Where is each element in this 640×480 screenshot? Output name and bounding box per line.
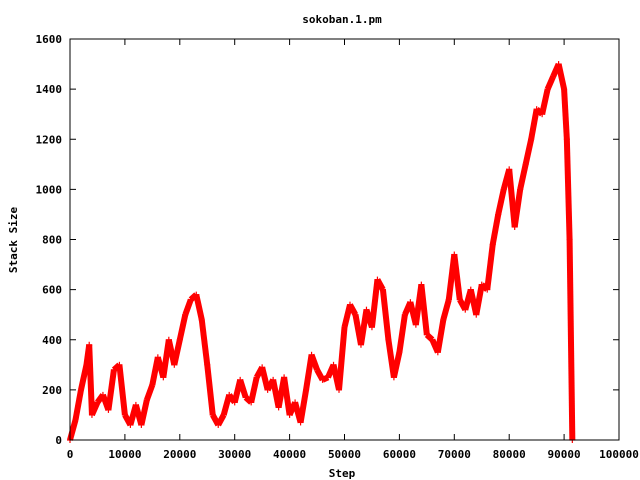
y-axis-label: Stack Size [7, 207, 20, 274]
y-tick-label: 0 [55, 434, 62, 447]
data-trace [440, 298, 452, 321]
data-trace [248, 376, 260, 404]
data-trace [176, 314, 189, 341]
data-trace [544, 75, 556, 91]
data-trace [198, 319, 211, 366]
x-tick-label: 20000 [163, 448, 196, 461]
y-tick-label: 1000 [36, 183, 63, 196]
data-trace [418, 284, 430, 336]
data-trace [511, 188, 524, 228]
data-trace [396, 314, 408, 353]
x-tick-label: 50000 [328, 448, 361, 461]
data-trace [116, 364, 128, 416]
x-tick-label: 60000 [383, 448, 416, 461]
data-trace [78, 364, 90, 391]
x-axis-label: Step [329, 467, 356, 480]
data-trace [138, 399, 150, 426]
y-tick-label: 600 [42, 284, 62, 297]
y-tick-label: 800 [42, 234, 62, 247]
data-trace [555, 63, 568, 90]
data-trace [281, 376, 293, 416]
data-trace [390, 351, 403, 378]
data-trace [204, 364, 216, 416]
chart-title: sokoban.1.pm [302, 13, 382, 26]
y-tick-label: 1600 [36, 33, 63, 46]
data-trace [561, 88, 570, 140]
data-trace [451, 254, 463, 301]
data-trace [489, 213, 502, 246]
data-trace [89, 401, 101, 417]
data-trace [336, 326, 348, 391]
data-trace [105, 369, 117, 411]
x-tick-label: 90000 [548, 448, 581, 461]
data-trace [347, 303, 359, 317]
data-trace [517, 163, 529, 191]
data-trace [473, 284, 485, 316]
data-trace [539, 88, 551, 115]
data-trace [424, 332, 435, 342]
x-tick-label: 100000 [599, 448, 639, 461]
x-tick-label: 30000 [218, 448, 251, 461]
x-tick-label: 10000 [108, 448, 141, 461]
data-trace [297, 389, 310, 423]
data-trace [566, 239, 576, 441]
x-tick-label: 70000 [438, 448, 471, 461]
data-trace [495, 188, 507, 216]
data-trace [379, 289, 392, 341]
data-trace [368, 279, 381, 328]
data-series [67, 61, 576, 443]
data-trace [215, 413, 227, 427]
x-tick-label: 0 [67, 448, 74, 461]
data-trace [484, 244, 496, 290]
data-trace [72, 389, 84, 421]
y-tick-label: 1200 [36, 133, 63, 146]
data-trace [182, 298, 194, 316]
data-trace [528, 108, 540, 140]
x-tick-label: 40000 [273, 448, 306, 461]
y-tick-label: 1400 [36, 83, 63, 96]
data-trace [314, 368, 326, 382]
data-trace [67, 419, 79, 441]
data-trace [86, 344, 95, 416]
data-trace [563, 139, 573, 240]
x-tick-label: 80000 [493, 448, 526, 461]
plot-frame [69, 38, 620, 441]
y-tick-label: 200 [42, 384, 62, 397]
data-trace [193, 293, 205, 321]
data-trace [374, 278, 386, 292]
data-trace [237, 378, 249, 399]
data-trace [144, 383, 156, 401]
data-trace [171, 339, 183, 366]
data-trace [308, 353, 320, 371]
y-tick-label: 400 [42, 334, 62, 347]
data-trace [522, 138, 535, 165]
data-trace [434, 319, 447, 353]
tick-labels: 0 10000 20000 30000 40000 50000 60000 70000 8000… [36, 33, 639, 461]
